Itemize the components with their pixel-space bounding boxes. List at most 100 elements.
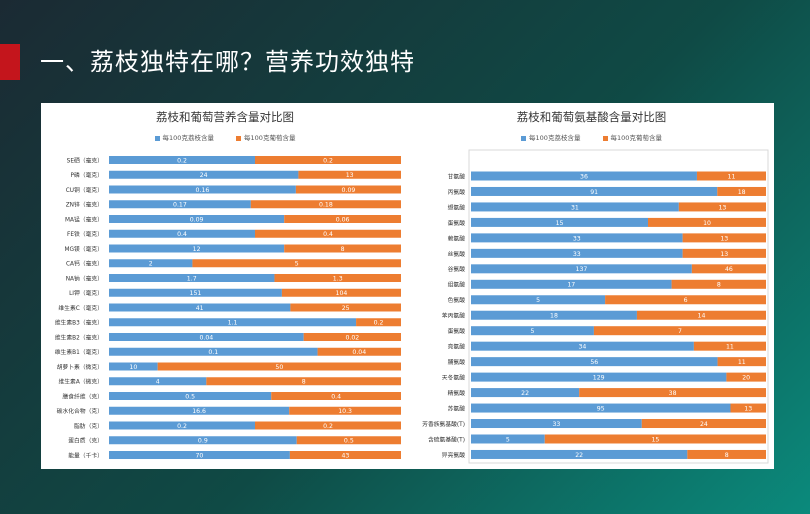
data-label-lychee: 24 [200,172,208,179]
legend-swatch [236,135,242,141]
category-label: 脂肪（克） [74,422,103,430]
data-label-grape: 10.3 [338,408,352,415]
data-label-lychee: 0.1 [208,349,218,356]
bar-grape [687,449,766,459]
category-label: 丝氨酸 [448,250,466,258]
data-label-lychee: 0.5 [185,393,195,400]
bar-grape [255,421,401,430]
data-label-grape: 0.2 [374,320,384,327]
bar-lychee [471,403,731,413]
bar-grape [678,202,766,212]
bar-grape [356,318,401,327]
bar-lychee [471,310,637,320]
category-label: FE铁（毫克） [67,230,103,238]
bar-grape [274,274,401,282]
category-label: 含硫氨基酸(T) [428,435,465,443]
category-label: MG镁（毫克） [65,245,103,253]
legend-item-lychee: 每100克荔枝含量 [154,132,214,142]
bar-lychee [471,419,642,429]
category-label: 维生素B2（毫克） [55,333,103,341]
category-label: 缬氨酸 [448,203,466,211]
bar-grape [717,186,766,196]
legend-label: 每100克葡萄含量 [244,134,296,142]
legend-swatch [602,135,608,141]
chart-legend: 每100克荔枝含量 每100克葡萄含量 [41,132,409,142]
data-label-grape: 13 [720,251,728,258]
category-label: 苏氨酸 [448,404,466,412]
category-label: 能量（千卡） [68,451,103,459]
bar-lychee [109,185,296,194]
bar-lychee [109,215,285,223]
category-label: 苯丙氨酸 [442,312,465,320]
category-label: 蛋白质（克） [68,437,103,445]
bar-grape [281,288,401,297]
category-label: 胡萝卜素（微克） [57,363,103,371]
bar-grape [255,156,401,164]
data-label-lychee: 91 [590,189,598,196]
bar-grape [192,259,401,268]
data-label-grape: 13 [718,204,726,211]
bar-lychee [109,303,291,312]
bar-lychee [109,200,251,209]
data-label-grape: 5 [295,261,299,268]
data-label-grape: 14 [698,313,706,320]
data-label-grape: 0.04 [352,349,366,356]
data-label-grape: 0.09 [342,187,356,194]
amino-acid-chart-plot: 甘氨酸 36 11 丙氨酸 91 18 缬氨酸 31 13 蛋氨酸 15 10 赖氨酸 33 13 丝氨酸 33… [422,149,769,464]
category-label: ZN锌（毫克） [66,201,103,209]
category-label: 天冬氨酸 [442,374,465,382]
data-label-lychee: 1.1 [228,320,238,327]
category-label: P磷（毫克） [71,171,103,179]
data-label-lychee: 34 [579,344,587,351]
data-label-grape: 50 [275,364,283,371]
data-label-grape: 8 [725,452,729,459]
data-label-lychee: 10 [129,364,137,371]
data-label-grape: 104 [336,290,348,297]
bar-lychee [471,357,718,367]
category-label: SE硒（毫克） [67,156,103,164]
data-label-lychee: 4 [156,379,160,386]
category-label: 组氨酸 [448,281,466,289]
data-label-grape: 0.5 [344,438,354,445]
data-label-lychee: 0.16 [196,187,210,194]
category-label: 丙氨酸 [448,188,466,196]
category-label: 蛋氨酸 [448,219,466,227]
data-label-lychee: 56 [590,359,598,366]
bar-grape [730,403,766,413]
data-label-grape: 20 [742,375,750,382]
bar-grape [295,185,401,194]
data-label-grape: 24 [700,421,708,428]
category-label: 亮氨酸 [448,343,466,351]
bar-grape [303,333,401,341]
bar-grape [284,215,401,223]
amino-acid-chart-panel: 荔枝和葡萄氨基酸含量对比图 每100克荔枝含量 每100克葡萄含量 甘氨酸 36 1… [409,103,774,469]
data-label-lychee: 0.9 [198,438,208,445]
bar-grape [255,229,401,238]
data-label-lychee: 18 [550,313,558,320]
bar-grape [284,244,401,253]
bar-grape [250,200,401,209]
legend-swatch [154,135,160,141]
bar-lychee [109,421,255,430]
bar-lychee [109,318,357,327]
bar-lychee [471,341,694,351]
data-label-grape: 8 [341,246,345,253]
legend-item-grape: 每100克葡萄含量 [602,132,662,142]
bar-grape [593,326,766,336]
data-label-lychee: 137 [576,266,588,273]
data-label-grape: 8 [717,282,721,289]
bar-grape [648,217,766,227]
data-label-lychee: 0.4 [177,231,187,238]
bar-grape [290,303,401,312]
data-label-lychee: 5 [506,436,510,443]
bar-grape [206,377,401,386]
data-label-grape: 46 [725,266,733,273]
data-label-grape: 6 [684,297,688,304]
chart-title: 荔枝和葡萄营养含量对比图 [156,110,294,124]
bar-lychee [471,372,727,382]
slide-title: 一、荔枝独特在哪？营养功效独特 [40,48,415,76]
data-label-lychee: 151 [190,290,202,297]
data-label-lychee: 16.6 [192,408,206,415]
data-label-lychee: 22 [575,452,583,459]
